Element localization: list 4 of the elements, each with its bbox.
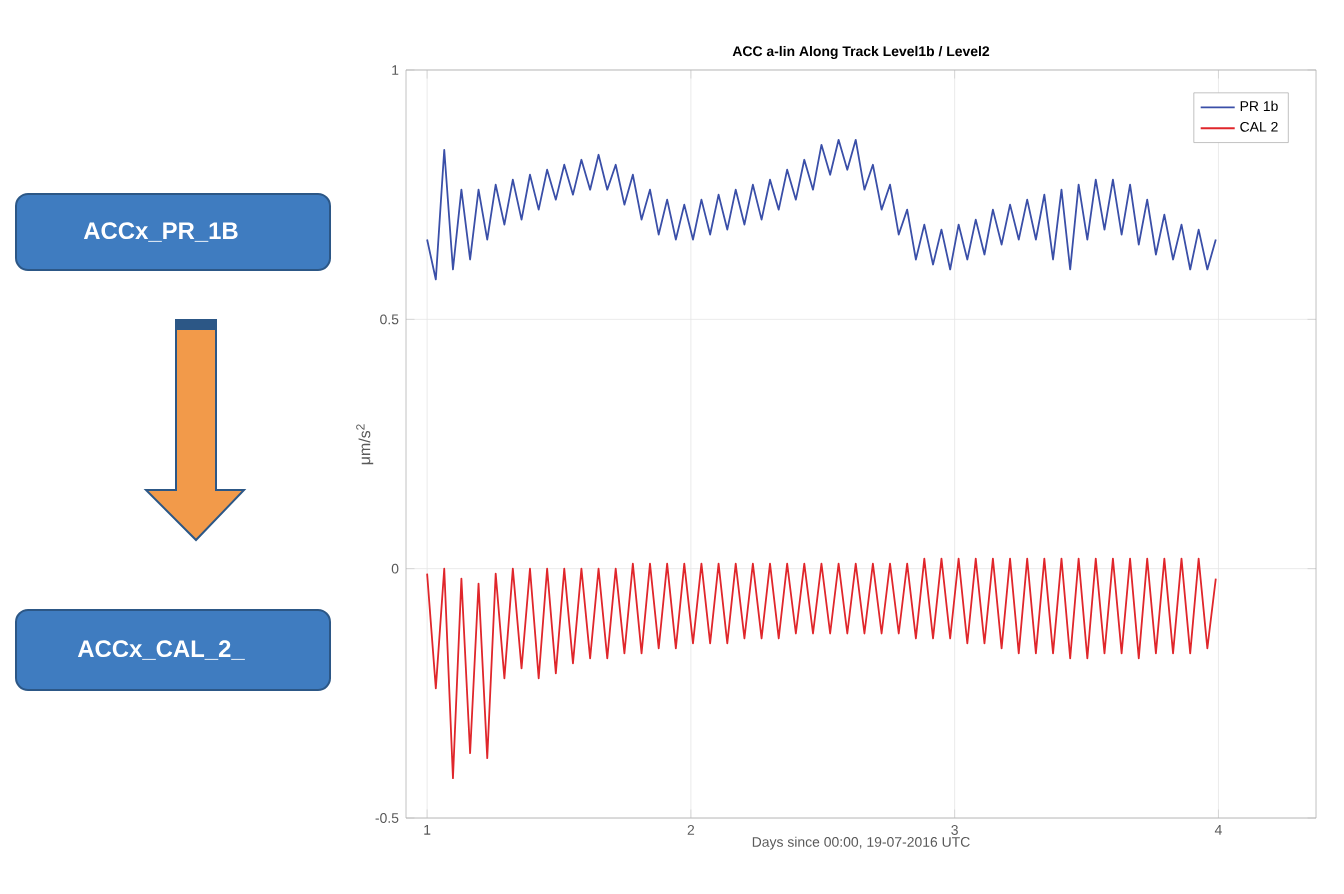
text: ACCx_PR_1B xyxy=(83,222,238,242)
line-series xyxy=(426,138,1217,281)
text: ACCx_CAL_2_ xyxy=(77,640,245,660)
line-series xyxy=(426,557,1217,780)
